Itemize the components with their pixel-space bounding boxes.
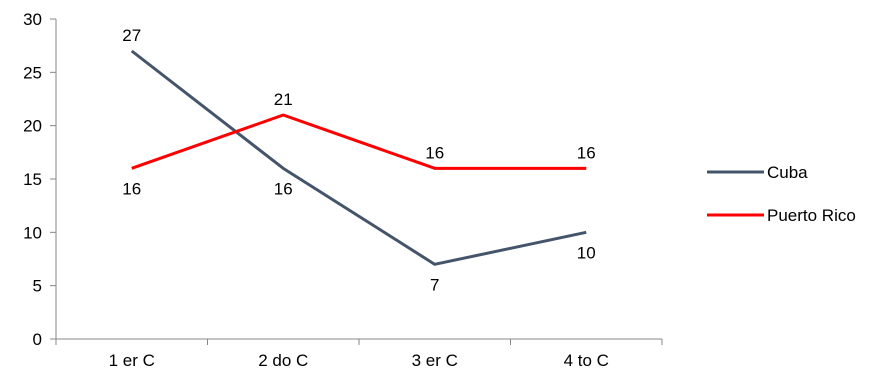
legend-label-puerto-rico: Puerto Rico xyxy=(767,206,856,225)
data-label-cuba: 10 xyxy=(577,243,596,262)
x-tick-label: 3 er C xyxy=(412,351,458,370)
axes: 0 5 10 15 20 25 30 1 er C 2 do C 3 er C 4 to C xyxy=(23,10,663,370)
series-line-cuba xyxy=(130,49,587,266)
x-tick-label: 4 to C xyxy=(564,351,609,370)
legend: Cuba Puerto Rico xyxy=(707,163,856,225)
y-tick-label: 10 xyxy=(23,223,42,242)
y-tick-label: 5 xyxy=(33,277,42,296)
data-label-puerto-rico: 16 xyxy=(425,143,444,162)
y-tick-label: 0 xyxy=(33,330,42,349)
x-tick-label: 2 do C xyxy=(258,351,308,370)
series-line-puerto-rico xyxy=(131,113,587,170)
x-tick-label: 1 er C xyxy=(109,351,155,370)
data-label-cuba: 16 xyxy=(274,179,293,198)
data-label-cuba: 27 xyxy=(122,26,141,45)
legend-label-cuba: Cuba xyxy=(767,163,808,182)
data-labels: 27 16 7 10 16 21 16 16 xyxy=(122,26,595,294)
series-lines xyxy=(130,49,587,266)
data-label-puerto-rico: 21 xyxy=(274,90,293,109)
data-label-puerto-rico: 16 xyxy=(122,179,141,198)
y-tick-label: 20 xyxy=(23,117,42,136)
data-label-cuba: 7 xyxy=(430,275,439,294)
y-tick-label: 15 xyxy=(23,170,42,189)
data-label-puerto-rico: 16 xyxy=(577,143,596,162)
y-tick-label: 25 xyxy=(23,63,42,82)
y-tick-label: 30 xyxy=(23,10,42,29)
